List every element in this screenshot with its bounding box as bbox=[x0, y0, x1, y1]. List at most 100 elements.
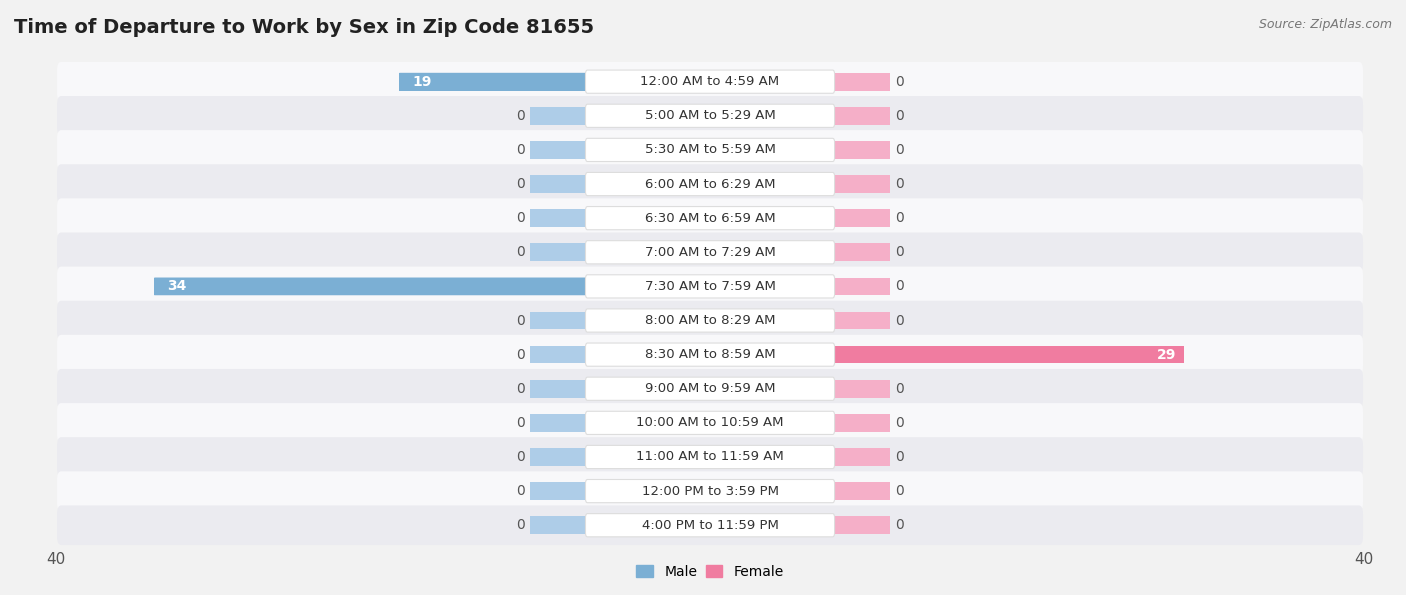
Text: 5:30 AM to 5:59 AM: 5:30 AM to 5:59 AM bbox=[644, 143, 776, 156]
FancyBboxPatch shape bbox=[58, 130, 1362, 170]
Text: 0: 0 bbox=[516, 143, 526, 157]
Text: 11:00 AM to 11:59 AM: 11:00 AM to 11:59 AM bbox=[636, 450, 785, 464]
FancyBboxPatch shape bbox=[58, 403, 1362, 443]
FancyBboxPatch shape bbox=[58, 62, 1362, 102]
FancyBboxPatch shape bbox=[58, 505, 1362, 545]
FancyBboxPatch shape bbox=[585, 411, 835, 434]
FancyBboxPatch shape bbox=[58, 437, 1362, 477]
Bar bbox=[832, 209, 890, 227]
Bar bbox=[832, 141, 890, 159]
Bar bbox=[530, 141, 588, 159]
Bar bbox=[530, 346, 588, 364]
Bar bbox=[530, 312, 588, 330]
Bar bbox=[530, 243, 588, 261]
Text: 29: 29 bbox=[1157, 347, 1175, 362]
FancyBboxPatch shape bbox=[585, 104, 835, 127]
Bar bbox=[832, 414, 890, 432]
Bar bbox=[832, 380, 890, 397]
Bar bbox=[399, 73, 588, 90]
Bar bbox=[832, 277, 890, 295]
Text: 0: 0 bbox=[516, 382, 526, 396]
FancyBboxPatch shape bbox=[58, 233, 1362, 272]
Text: 0: 0 bbox=[894, 75, 904, 89]
Bar bbox=[530, 209, 588, 227]
Bar bbox=[832, 243, 890, 261]
Text: 0: 0 bbox=[516, 177, 526, 191]
FancyBboxPatch shape bbox=[585, 206, 835, 230]
Legend: Male, Female: Male, Female bbox=[631, 559, 789, 584]
Text: 0: 0 bbox=[516, 416, 526, 430]
FancyBboxPatch shape bbox=[58, 471, 1362, 511]
Text: Time of Departure to Work by Sex in Zip Code 81655: Time of Departure to Work by Sex in Zip … bbox=[14, 18, 595, 37]
Text: 12:00 AM to 4:59 AM: 12:00 AM to 4:59 AM bbox=[641, 75, 779, 88]
Text: 0: 0 bbox=[516, 518, 526, 532]
Bar bbox=[832, 482, 890, 500]
FancyBboxPatch shape bbox=[58, 267, 1362, 306]
FancyBboxPatch shape bbox=[58, 96, 1362, 136]
FancyBboxPatch shape bbox=[585, 240, 835, 264]
Text: 0: 0 bbox=[516, 484, 526, 498]
Bar bbox=[530, 175, 588, 193]
FancyBboxPatch shape bbox=[58, 335, 1362, 374]
Text: 0: 0 bbox=[516, 450, 526, 464]
Text: 7:30 AM to 7:59 AM: 7:30 AM to 7:59 AM bbox=[644, 280, 776, 293]
Text: Source: ZipAtlas.com: Source: ZipAtlas.com bbox=[1258, 18, 1392, 31]
Text: 0: 0 bbox=[894, 416, 904, 430]
Bar bbox=[832, 73, 890, 90]
Bar bbox=[832, 312, 890, 330]
Bar bbox=[832, 516, 890, 534]
FancyBboxPatch shape bbox=[585, 138, 835, 161]
Text: 6:30 AM to 6:59 AM: 6:30 AM to 6:59 AM bbox=[645, 212, 775, 225]
Text: 12:00 PM to 3:59 PM: 12:00 PM to 3:59 PM bbox=[641, 484, 779, 497]
Bar bbox=[832, 448, 890, 466]
Text: 0: 0 bbox=[894, 314, 904, 327]
Text: 0: 0 bbox=[894, 484, 904, 498]
Text: 7:00 AM to 7:29 AM: 7:00 AM to 7:29 AM bbox=[645, 246, 775, 259]
Text: 0: 0 bbox=[894, 382, 904, 396]
Bar bbox=[155, 277, 588, 295]
Text: 0: 0 bbox=[894, 450, 904, 464]
FancyBboxPatch shape bbox=[585, 513, 835, 537]
Text: 8:00 AM to 8:29 AM: 8:00 AM to 8:29 AM bbox=[645, 314, 775, 327]
Bar bbox=[530, 516, 588, 534]
FancyBboxPatch shape bbox=[585, 446, 835, 469]
FancyBboxPatch shape bbox=[58, 198, 1362, 238]
Text: 4:00 PM to 11:59 PM: 4:00 PM to 11:59 PM bbox=[641, 519, 779, 532]
FancyBboxPatch shape bbox=[585, 377, 835, 400]
Bar bbox=[832, 107, 890, 125]
Text: 8:30 AM to 8:59 AM: 8:30 AM to 8:59 AM bbox=[645, 348, 775, 361]
FancyBboxPatch shape bbox=[585, 70, 835, 93]
Text: 0: 0 bbox=[894, 245, 904, 259]
FancyBboxPatch shape bbox=[399, 73, 588, 90]
FancyBboxPatch shape bbox=[58, 369, 1362, 409]
Text: 0: 0 bbox=[516, 245, 526, 259]
Bar bbox=[530, 414, 588, 432]
Bar bbox=[530, 380, 588, 397]
Text: 0: 0 bbox=[516, 314, 526, 327]
FancyBboxPatch shape bbox=[585, 275, 835, 298]
FancyBboxPatch shape bbox=[585, 173, 835, 196]
Bar bbox=[832, 175, 890, 193]
Bar bbox=[530, 107, 588, 125]
Text: 6:00 AM to 6:29 AM: 6:00 AM to 6:29 AM bbox=[645, 177, 775, 190]
Text: 0: 0 bbox=[516, 347, 526, 362]
Text: 0: 0 bbox=[894, 109, 904, 123]
Bar bbox=[832, 346, 1184, 364]
Text: 10:00 AM to 10:59 AM: 10:00 AM to 10:59 AM bbox=[637, 416, 783, 430]
Text: 0: 0 bbox=[894, 518, 904, 532]
Text: 0: 0 bbox=[894, 280, 904, 293]
FancyBboxPatch shape bbox=[58, 300, 1362, 340]
Bar bbox=[530, 482, 588, 500]
Text: 0: 0 bbox=[894, 211, 904, 225]
FancyBboxPatch shape bbox=[155, 277, 588, 295]
Text: 0: 0 bbox=[516, 211, 526, 225]
FancyBboxPatch shape bbox=[585, 480, 835, 503]
FancyBboxPatch shape bbox=[58, 164, 1362, 204]
Bar bbox=[530, 448, 588, 466]
Text: 0: 0 bbox=[516, 109, 526, 123]
Text: 5:00 AM to 5:29 AM: 5:00 AM to 5:29 AM bbox=[645, 109, 775, 123]
Text: 0: 0 bbox=[894, 177, 904, 191]
Text: 19: 19 bbox=[412, 75, 432, 89]
Text: 0: 0 bbox=[894, 143, 904, 157]
FancyBboxPatch shape bbox=[585, 309, 835, 332]
